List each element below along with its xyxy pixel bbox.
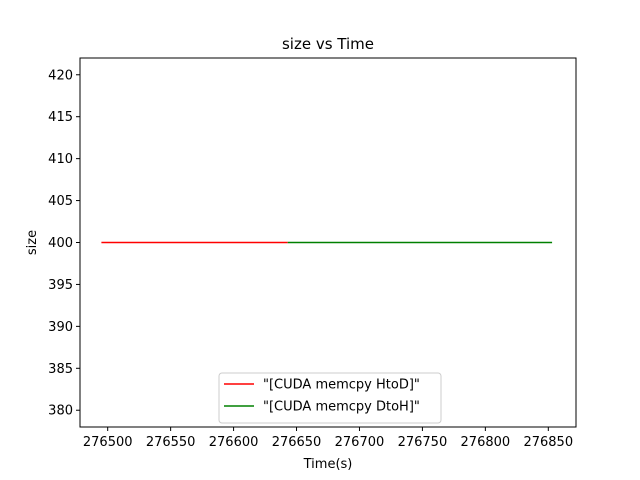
- x-tick-label: 276750: [398, 435, 448, 450]
- y-axis-label: size: [25, 230, 40, 255]
- x-tick-label: 276700: [335, 435, 385, 450]
- y-tick-label: 400: [48, 236, 73, 251]
- y-tick-label: 410: [48, 152, 73, 167]
- x-tick-label: 276550: [146, 435, 196, 450]
- chart-title: size vs Time: [282, 35, 374, 53]
- x-tick-label: 276600: [209, 435, 259, 450]
- y-axis-ticks: 380 385 390 395 400 405 410 415 420: [48, 68, 80, 419]
- legend-label: "[CUDA memcpy DtoH]": [263, 400, 420, 415]
- x-tick-label: 276850: [523, 435, 573, 450]
- y-tick-label: 395: [48, 278, 73, 293]
- x-tick-label: 276650: [272, 435, 322, 450]
- legend-label: "[CUDA memcpy HtoD]": [263, 378, 420, 393]
- y-tick-label: 415: [48, 110, 73, 125]
- y-tick-label: 385: [48, 362, 73, 377]
- legend: "[CUDA memcpy HtoD]" "[CUDA memcpy DtoH]": [218, 372, 442, 424]
- x-axis-ticks: 276500 276550 276600 276650 276700 276750 2768…: [83, 427, 573, 450]
- x-tick-label: 276500: [83, 435, 133, 450]
- x-tick-label: 276800: [461, 435, 511, 450]
- y-tick-label: 390: [48, 320, 73, 335]
- x-axis-label: Time(s): [303, 457, 353, 472]
- legend-box: [218, 372, 442, 424]
- y-tick-label: 380: [48, 404, 73, 419]
- y-tick-label: 405: [48, 194, 73, 209]
- y-tick-label: 420: [48, 68, 73, 83]
- plot-area-frame: [79, 57, 577, 428]
